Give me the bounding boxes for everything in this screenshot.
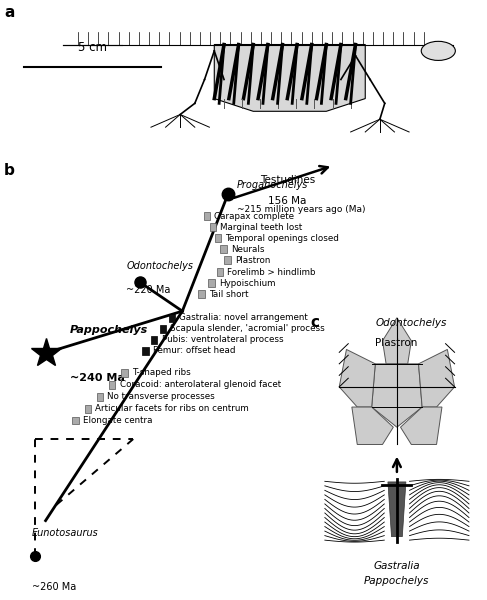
Text: Proganochelys: Proganochelys: [237, 180, 308, 190]
Bar: [109, 381, 115, 389]
Text: ~220 Ma: ~220 Ma: [126, 284, 170, 295]
Text: Pubis: ventrolateral process: Pubis: ventrolateral process: [162, 335, 283, 344]
Bar: [160, 325, 166, 333]
Text: ~260 Ma: ~260 Ma: [32, 583, 76, 592]
Text: Forelimb > hindlimb: Forelimb > hindlimb: [227, 268, 316, 277]
Polygon shape: [400, 407, 442, 445]
Bar: [210, 223, 216, 232]
Text: Gastralia: Gastralia: [374, 561, 420, 571]
Bar: [208, 280, 215, 287]
Text: Plastron: Plastron: [375, 338, 418, 348]
Text: Articular facets for ribs on centrum: Articular facets for ribs on centrum: [95, 404, 249, 413]
Polygon shape: [214, 44, 365, 112]
Text: Temporal openings closed: Temporal openings closed: [225, 234, 339, 243]
Text: ~240 Ma: ~240 Ma: [70, 373, 125, 383]
Text: ~215 million years ago (Ma): ~215 million years ago (Ma): [237, 205, 365, 214]
Text: Eunotosaurus: Eunotosaurus: [32, 528, 98, 538]
Text: Pappochelys: Pappochelys: [70, 325, 149, 335]
Text: Hypoischium: Hypoischium: [219, 279, 275, 288]
Bar: [151, 336, 157, 344]
Ellipse shape: [421, 41, 455, 61]
Text: b: b: [3, 163, 15, 178]
Text: Elongate centra: Elongate centra: [83, 416, 152, 425]
Text: Plastron: Plastron: [235, 256, 270, 265]
Bar: [225, 256, 231, 265]
Text: Odontochelys: Odontochelys: [375, 318, 447, 328]
Polygon shape: [418, 349, 454, 407]
Text: No transverse processes: No transverse processes: [107, 392, 215, 401]
Polygon shape: [388, 482, 406, 536]
Text: Neurals: Neurals: [231, 245, 264, 254]
Text: 5 cm: 5 cm: [78, 41, 107, 54]
Bar: [85, 404, 91, 413]
Text: Gastralia: novel arrangement: Gastralia: novel arrangement: [179, 313, 308, 322]
Text: Testudines: Testudines: [260, 175, 315, 185]
Text: Odontochelys: Odontochelys: [126, 262, 193, 271]
Text: c: c: [310, 315, 319, 330]
Bar: [97, 393, 103, 401]
Text: Coracoid: anterolateral glenoid facet: Coracoid: anterolateral glenoid facet: [120, 380, 281, 389]
Bar: [121, 369, 128, 377]
Bar: [72, 416, 78, 424]
Text: 156 Ma: 156 Ma: [268, 196, 307, 206]
Text: Pappochelys: Pappochelys: [364, 575, 430, 586]
Text: T-shaped ribs: T-shaped ribs: [132, 368, 190, 377]
Text: Femur: offset head: Femur: offset head: [153, 346, 235, 355]
Polygon shape: [339, 349, 375, 407]
Polygon shape: [382, 318, 412, 364]
Text: Scapula slender, 'acromial' process: Scapula slender, 'acromial' process: [170, 324, 325, 333]
Bar: [199, 290, 205, 298]
Bar: [142, 347, 149, 355]
Text: a: a: [5, 5, 15, 20]
Text: Carapax complete: Carapax complete: [214, 212, 294, 221]
Polygon shape: [372, 364, 422, 427]
Bar: [169, 314, 175, 322]
Text: Tail short: Tail short: [209, 290, 248, 299]
Bar: [204, 212, 210, 220]
Bar: [220, 245, 226, 253]
Bar: [217, 268, 223, 277]
Bar: [215, 235, 221, 242]
Polygon shape: [352, 407, 393, 445]
Text: Marginal teeth lost: Marginal teeth lost: [220, 223, 302, 232]
